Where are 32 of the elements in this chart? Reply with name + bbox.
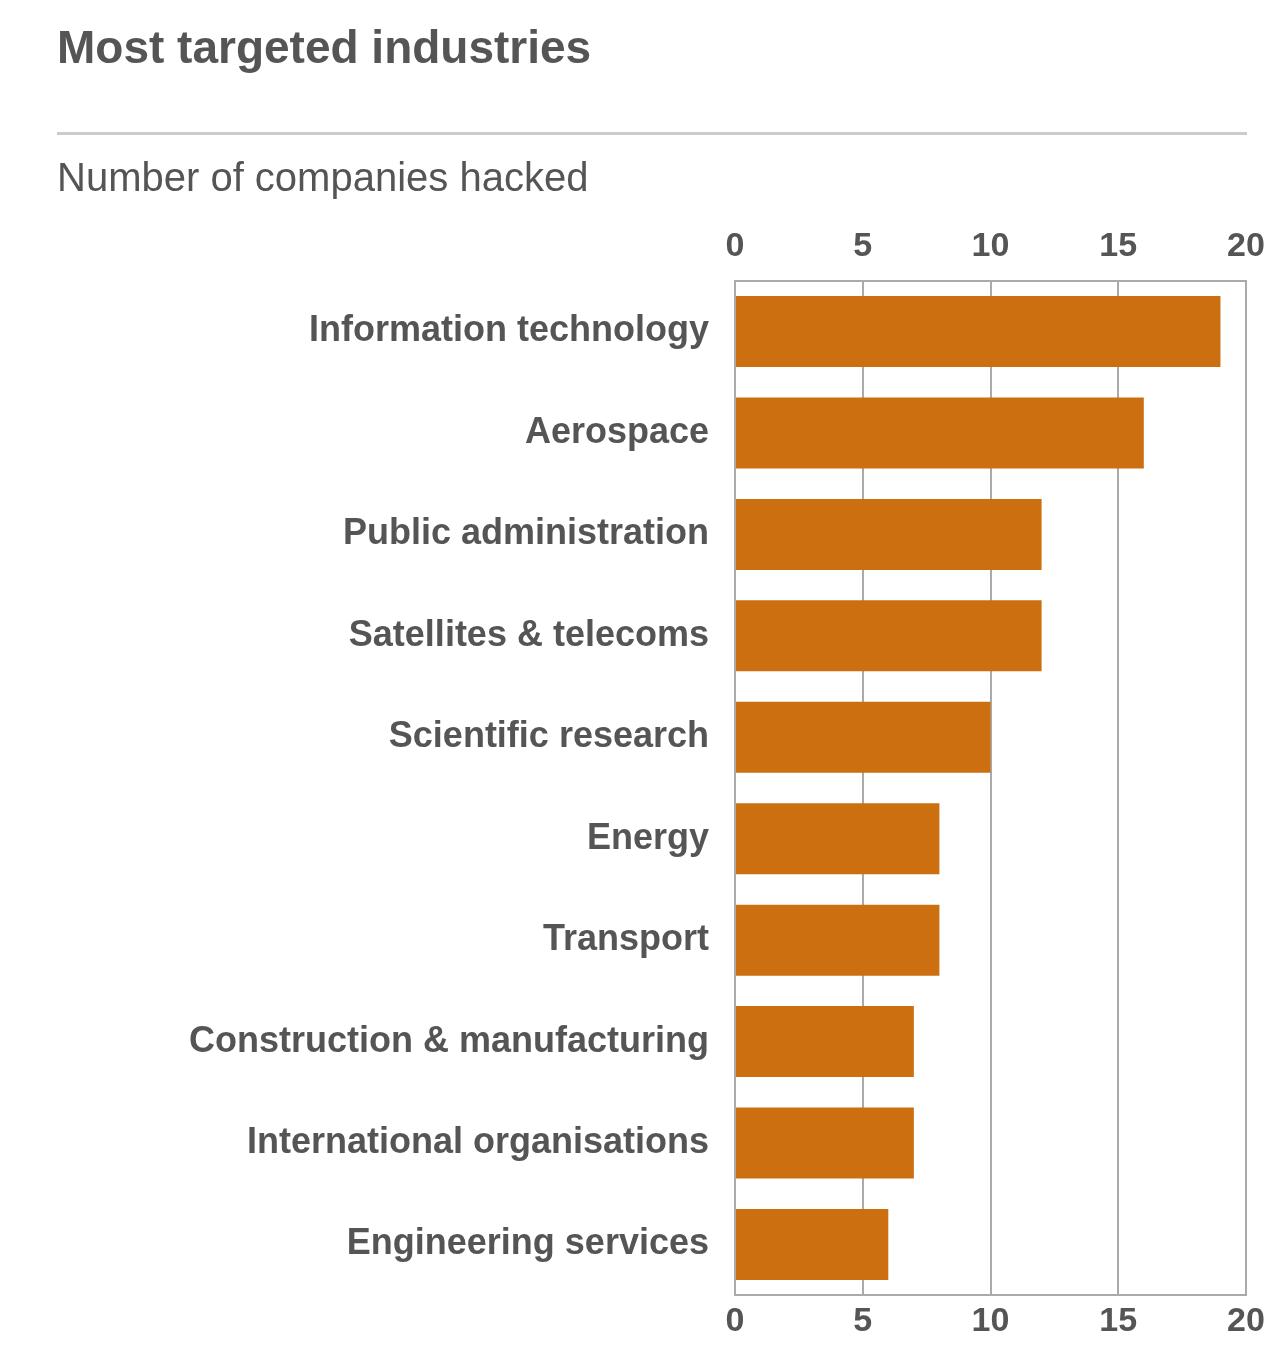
text: Most targeted industries [57,20,592,74]
x2-tick-label: 5 [853,224,873,263]
x2-tick-label: 10 [971,224,1010,263]
bar [736,803,940,875]
x2-tick-label: 0 [725,224,745,263]
x-tick-label: 15 [1099,1299,1138,1338]
y-tick-label: Information technology [309,308,709,350]
y-tick-label: Engineering services [346,1221,709,1263]
bar [736,701,991,773]
y-tick-label: International organisations [246,1119,709,1161]
bar [736,904,940,976]
bar [736,1208,889,1280]
x2-tick-label: 15 [1099,224,1138,263]
bar [736,1107,914,1179]
bar [736,296,1221,368]
bar [736,1006,914,1078]
y-tick-label: Energy [586,815,709,857]
bar [736,600,1042,672]
y-tick-label: Satellites & telecoms [348,612,709,654]
text: Number of companies hacked [57,155,589,200]
y-tick-label: Aerospace [524,409,709,451]
x-tick-label: 0 [725,1299,745,1338]
x-tick-label: 10 [971,1299,1010,1338]
y-tick-label: Construction & manufacturing [189,1018,709,1060]
x-tick-label: 5 [853,1299,873,1338]
x-tick-label: 20 [1227,1299,1265,1338]
y-tick-label: Scientific research [388,714,709,756]
bar [736,498,1042,570]
y-tick-label: Transport [542,917,710,959]
x2-tick-label: 20 [1227,224,1265,263]
y-tick-label: Public administration [342,511,709,553]
bar [736,397,1144,469]
